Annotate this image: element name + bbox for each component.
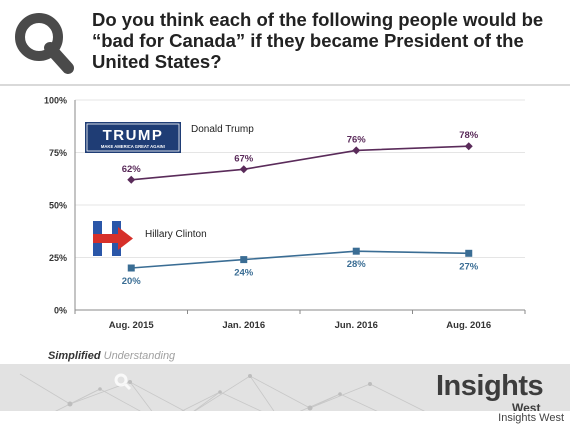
line-chart: 0% 25% 50% 75% 100% Aug. 2015 Jan. 2016 Jun. 20… [0, 86, 570, 348]
header-divider [0, 84, 570, 86]
brand-logo-main: Insights [436, 370, 544, 402]
y-tick-label: 25% [49, 253, 67, 263]
data-label-trump: 76% [347, 134, 367, 145]
trump-logo-border [86, 123, 180, 152]
question-title: Do you think each of the following peopl… [92, 9, 544, 72]
axis-layer: 0% 25% 50% 75% 100% Aug. 2015 Jan. 2016 Jun. 20… [44, 96, 526, 331]
data-label-trump: 62% [122, 164, 142, 175]
data-point-clinton [127, 264, 135, 272]
x-tick-label: Jan. 2016 [222, 320, 265, 331]
data-point-clinton [465, 249, 473, 257]
data-point-trump [352, 146, 361, 155]
clinton-logo-arrow [93, 227, 133, 250]
tagline-light: Understanding [103, 350, 176, 362]
data-label-clinton: 28% [347, 259, 367, 270]
data-point-trump [127, 175, 136, 184]
series-layer: 62% 67% 76% 78% 20% 24% 28% 27% [122, 130, 479, 287]
y-tick-label: 50% [49, 201, 67, 211]
series-line-clinton [131, 250, 469, 269]
trump-logo-wordmark: TRUMP [103, 127, 164, 144]
magnifier-watermark-icon [114, 373, 132, 391]
data-label-trump: 67% [234, 153, 254, 164]
y-tick-label: 0% [54, 306, 67, 316]
data-label-clinton: 20% [122, 276, 142, 287]
y-tick-label: 75% [49, 148, 67, 158]
credit-bar: Insights West [0, 411, 570, 427]
data-point-trump [239, 165, 248, 174]
magnifier-q-icon [15, 13, 74, 74]
x-tick-label: Aug. 2016 [446, 320, 491, 331]
data-label-trump: 78% [459, 130, 479, 141]
clinton-logo-icon [93, 221, 133, 256]
chart-svg: 0% 25% 50% 75% 100% Aug. 2015 Jan. 2016 Jun. 20… [44, 96, 526, 331]
data-point-clinton [240, 256, 248, 264]
trump-logo-slogan: MAKE AMERICA GREAT AGAIN! [101, 144, 165, 149]
data-point-clinton [352, 247, 360, 255]
data-label-clinton: 27% [459, 261, 479, 272]
trump-logo: TRUMP MAKE AMERICA GREAT AGAIN! [85, 122, 181, 153]
tagline: Simplified Understanding [48, 350, 175, 362]
trump-logo-background [85, 122, 181, 153]
data-point-trump [464, 142, 473, 151]
y-tick-label: 100% [44, 96, 67, 106]
series-line-trump [131, 145, 469, 181]
footer: Simplified Understanding Insights West [0, 348, 570, 427]
series-name-trump: Donald Trump [191, 124, 254, 135]
header: Do you think each of the following peopl… [0, 0, 570, 82]
image-credit: Insights West [498, 412, 564, 424]
network-pattern [19, 373, 431, 423]
x-tick-label: Jun. 2016 [335, 320, 378, 331]
tagline-bold: Simplified [48, 350, 101, 362]
series-name-clinton: Hillary Clinton [145, 229, 207, 240]
x-tick-label: Aug. 2015 [109, 320, 155, 331]
data-label-clinton: 24% [234, 268, 254, 279]
